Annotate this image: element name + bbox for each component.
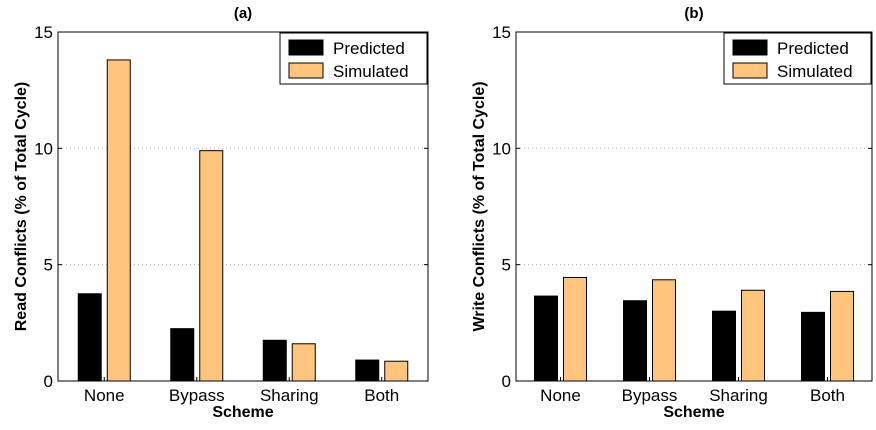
legend-swatch-simulated: [732, 62, 768, 79]
bar-simulated-none: [106, 59, 131, 382]
x-axis-title: Scheme: [212, 404, 273, 421]
y-tick-label: 15: [492, 23, 511, 42]
bar-simulated-none: [563, 276, 587, 382]
y-tick-label: 5: [44, 256, 53, 275]
legend: Predicted Simulated: [723, 32, 872, 85]
y-tick-label: 10: [492, 139, 511, 158]
bar-predicted-both: [801, 311, 825, 382]
legend-label-predicted: Predicted: [333, 39, 405, 58]
plot-frame: [57, 31, 429, 382]
bar-predicted-both: [355, 359, 380, 382]
x-tick-label-bypass: Bypass: [169, 386, 225, 405]
y-tick-label: 0: [502, 372, 511, 391]
legend-swatch-predicted: [732, 39, 768, 56]
y-tick-label: 0: [44, 372, 53, 391]
bar-predicted-none: [534, 295, 558, 382]
bar-simulated-bypass: [199, 150, 224, 382]
bar-simulated-both: [384, 360, 409, 382]
chart-title: (a): [234, 5, 252, 22]
x-tick-label-none: None: [540, 386, 581, 405]
bar-predicted-sharing: [262, 339, 287, 382]
x-tick-label-sharing: Sharing: [709, 386, 768, 405]
bar-predicted-bypass: [170, 328, 195, 382]
x-axis-title: Scheme: [663, 404, 724, 421]
bar-predicted-bypass: [623, 300, 647, 382]
legend-label-predicted: Predicted: [777, 39, 849, 58]
bar-simulated-sharing: [741, 289, 765, 382]
legend-swatch-predicted: [288, 39, 324, 56]
bar-simulated-bypass: [652, 279, 676, 382]
y-tick-label: 5: [502, 256, 511, 275]
chart-panel-a: None Bypass Sharing Both 0 5 10 15 (a) Scheme Read…: [13, 5, 429, 421]
bar-predicted-sharing: [712, 310, 736, 382]
plot-frame: [515, 31, 873, 382]
bar-simulated-both: [830, 290, 854, 382]
bar-predicted-none: [77, 293, 102, 382]
y-tick-label: 10: [34, 139, 53, 158]
legend: Predicted Simulated: [279, 32, 428, 85]
y-axis-title: Write Conflicts (% of Total Cycle): [471, 81, 488, 331]
chart-title: (b): [684, 5, 703, 22]
x-tick-label-bypass: Bypass: [622, 386, 678, 405]
x-tick-label-both: Both: [364, 386, 399, 405]
legend-label-simulated: Simulated: [777, 62, 853, 81]
bar-simulated-sharing: [291, 343, 316, 382]
y-axis-title: Read Conflicts (% of Total Cycle): [13, 82, 30, 332]
chart-panel-b: None Bypass Sharing Both 0 5 10 15 (b) Scheme Writ…: [471, 5, 873, 421]
legend-swatch-simulated: [288, 62, 324, 79]
x-tick-label-none: None: [84, 386, 125, 405]
y-tick-label: 15: [34, 23, 53, 42]
x-tick-label-sharing: Sharing: [260, 386, 319, 405]
legend-label-simulated: Simulated: [333, 62, 409, 81]
x-tick-label-both: Both: [810, 386, 845, 405]
